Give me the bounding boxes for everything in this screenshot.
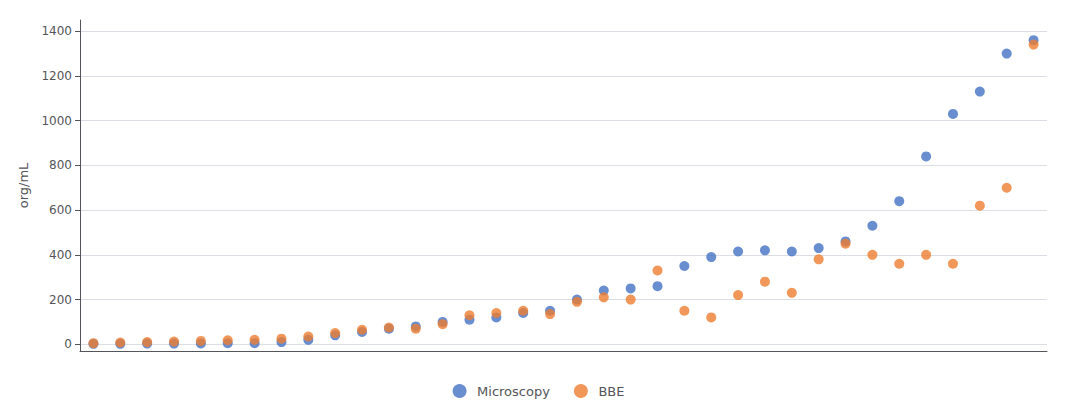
- svg-text:800: 800: [49, 158, 72, 172]
- svg-text:BBE: BBE: [598, 384, 624, 399]
- svg-text:400: 400: [49, 248, 72, 262]
- svg-text:200: 200: [49, 293, 72, 307]
- svg-text:Microscopy: Microscopy: [477, 384, 550, 399]
- svg-text:600: 600: [49, 203, 72, 217]
- svg-text:org/mL: org/mL: [16, 162, 31, 208]
- svg-text:1000: 1000: [41, 114, 72, 128]
- svg-text:1400: 1400: [41, 24, 72, 38]
- svg-text:1200: 1200: [41, 69, 72, 83]
- svg-text:0: 0: [64, 337, 72, 351]
